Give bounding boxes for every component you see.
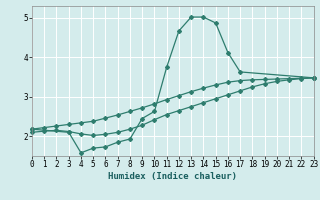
X-axis label: Humidex (Indice chaleur): Humidex (Indice chaleur) (108, 172, 237, 181)
